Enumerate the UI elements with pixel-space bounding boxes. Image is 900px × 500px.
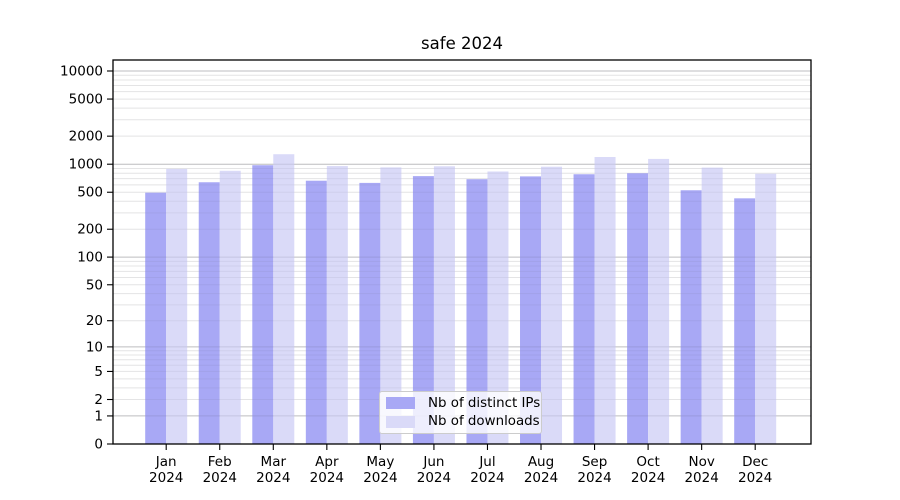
x-tick-month: Aug	[528, 454, 554, 470]
x-tick-year: 2024	[417, 470, 451, 486]
x-tick-year: 2024	[577, 470, 611, 486]
bar-mar-distinct-ips	[252, 165, 274, 444]
y-tick-label: 5	[94, 364, 103, 380]
legend-swatch-distinct-ips	[386, 397, 415, 410]
x-tick-month: Jul	[478, 454, 495, 470]
bar-apr-distinct-ips	[305, 180, 327, 444]
series-distinct-ips	[145, 165, 756, 444]
y-tick-label: 2	[94, 392, 103, 408]
x-tick-month: May	[366, 454, 394, 470]
x-tick-year: 2024	[470, 470, 504, 486]
y-tick-label: 100	[77, 250, 103, 266]
bar-sep-distinct-ips	[573, 174, 595, 444]
x-tick-year: 2024	[631, 470, 665, 486]
bar-jan-distinct-ips	[145, 192, 167, 444]
y-tick-label: 50	[86, 277, 103, 293]
bar-aug-downloads	[541, 166, 563, 444]
chart-title: safe 2024	[421, 34, 503, 53]
bar-oct-distinct-ips	[627, 173, 649, 444]
legend-swatch-downloads	[386, 415, 415, 428]
x-tick-month: Dec	[742, 454, 768, 470]
x-tick-month: Jun	[422, 454, 444, 470]
x-tick-month: Jan	[155, 454, 177, 470]
y-tick-label: 200	[77, 222, 103, 238]
bar-may-distinct-ips	[359, 182, 381, 444]
legend-item-downloads: Nb of downloads	[386, 413, 540, 432]
x-tick-year: 2024	[684, 470, 718, 486]
y-axis: 0 12 5 10 20 50 100 200 500 1000 2000 5000 10000	[60, 63, 113, 453]
y-tick-label: 5000	[69, 92, 103, 108]
x-tick-month: Apr	[315, 454, 339, 470]
legend-label-distinct-ips: Nb of distinct IPs	[428, 395, 541, 411]
plot-border	[112, 59, 812, 445]
x-tick-year: 2024	[256, 470, 290, 486]
bar-jul-downloads	[487, 171, 509, 444]
bar-jul-distinct-ips	[466, 179, 488, 444]
x-tick-year: 2024	[524, 470, 558, 486]
bar-apr-downloads	[326, 166, 348, 444]
x-tick-month: Nov	[688, 454, 714, 470]
legend-label-downloads: Nb of downloads	[428, 414, 540, 430]
bar-jun-downloads	[433, 166, 455, 444]
bar-oct-downloads	[648, 158, 670, 444]
y-tick-label: 1000	[69, 157, 103, 173]
y-tick-label: 10000	[60, 63, 103, 79]
bar-nov-distinct-ips	[680, 190, 702, 444]
x-tick-month: Mar	[261, 454, 287, 470]
x-tick-month: Feb	[208, 454, 232, 470]
x-tick-year: 2024	[149, 470, 183, 486]
y-tick-label: 500	[77, 185, 103, 201]
bar-dec-downloads	[755, 173, 777, 444]
x-tick-year: 2024	[310, 470, 344, 486]
x-axis: Jan2024Feb2024Mar2024Apr2024May2024Jun20…	[149, 444, 772, 486]
y-tick-label: 2000	[69, 129, 103, 145]
x-tick-month: Oct	[636, 454, 659, 470]
y-tick-label: 0	[94, 437, 103, 453]
bar-feb-distinct-ips	[198, 182, 220, 444]
x-tick-year: 2024	[738, 470, 772, 486]
y-tick-label: 20	[86, 313, 103, 329]
bar-jun-distinct-ips	[412, 176, 434, 444]
series-downloads	[166, 154, 777, 445]
bar-mar-downloads	[273, 154, 295, 444]
legend-item-distinct-ips: Nb of distinct IPs	[386, 394, 540, 413]
x-tick-year: 2024	[203, 470, 237, 486]
bar-nov-downloads	[701, 167, 723, 444]
legend: Nb of distinct IPs Nb of downloads	[379, 391, 542, 434]
bar-sep-downloads	[594, 157, 616, 444]
bar-may-downloads	[380, 167, 402, 444]
y-tick-label: 1	[94, 408, 103, 424]
bar-jan-downloads	[166, 168, 188, 445]
x-tick-month: Sep	[582, 454, 607, 470]
bar-aug-distinct-ips	[520, 176, 542, 444]
x-tick-year: 2024	[363, 470, 397, 486]
y-tick-label: 10	[86, 339, 103, 355]
bar-dec-distinct-ips	[734, 198, 756, 444]
bar-feb-downloads	[219, 170, 241, 445]
